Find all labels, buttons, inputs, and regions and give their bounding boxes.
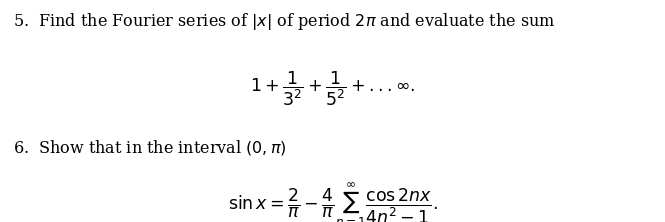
Text: $\sin x = \dfrac{2}{\pi} - \dfrac{4}{\pi}\sum_{n=1}^{\infty}\dfrac{\cos 2nx}{4n^: $\sin x = \dfrac{2}{\pi} - \dfrac{4}{\pi… — [227, 180, 438, 222]
Text: 5.  Find the Fourier series of $|x|$ of period $2\pi$ and evaluate the sum: 5. Find the Fourier series of $|x|$ of p… — [13, 11, 556, 32]
Text: 6.  Show that in the interval $(0, \pi)$: 6. Show that in the interval $(0, \pi)$ — [13, 138, 287, 157]
Text: $1+\dfrac{1}{3^2}+\dfrac{1}{5^2}+...\infty.$: $1+\dfrac{1}{3^2}+\dfrac{1}{5^2}+...\inf… — [250, 69, 415, 108]
